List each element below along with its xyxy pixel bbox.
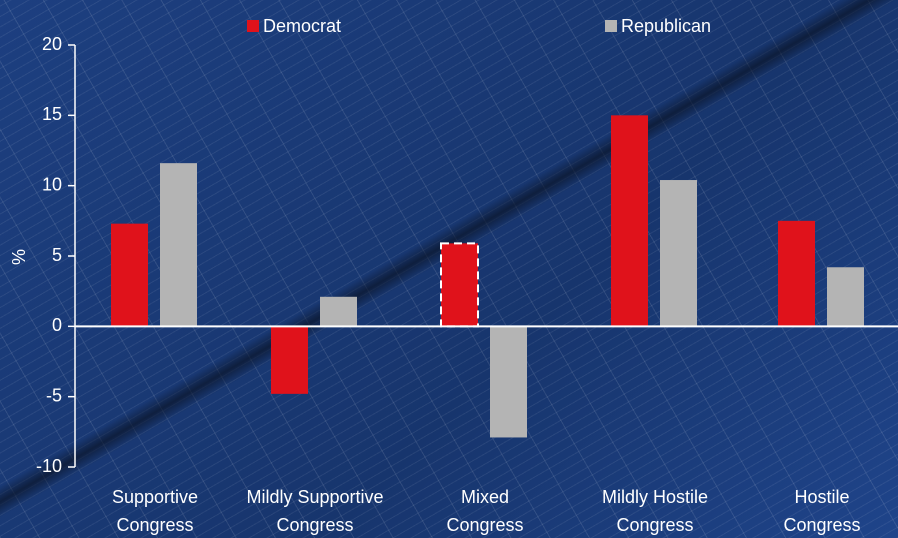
- x-tick-label: Congress: [276, 515, 353, 535]
- x-tick-label: Mixed: [461, 487, 509, 507]
- bar: [111, 223, 148, 327]
- bar: [490, 326, 527, 438]
- y-tick-label: 5: [52, 245, 62, 265]
- x-tick-label: Congress: [446, 515, 523, 535]
- bar: [271, 326, 308, 394]
- bar: [320, 296, 357, 327]
- bar: [827, 267, 864, 327]
- legend-label: Democrat: [263, 16, 341, 36]
- x-tick-label: Hostile: [794, 487, 849, 507]
- bar: [660, 180, 697, 327]
- legend-label: Republican: [621, 16, 711, 36]
- legend-swatch: [605, 20, 617, 32]
- x-tick-label: Mildly Supportive: [246, 487, 383, 507]
- y-tick-label: 15: [42, 104, 62, 124]
- y-tick-label: 10: [42, 174, 62, 194]
- y-tick-label: 20: [42, 34, 62, 54]
- legend-swatch: [247, 20, 259, 32]
- bar: [611, 115, 648, 327]
- bar: [160, 163, 197, 327]
- x-tick-label: Congress: [616, 515, 693, 535]
- x-tick-label: Congress: [783, 515, 860, 535]
- bar: [778, 220, 815, 327]
- y-tick-label: -5: [46, 385, 62, 405]
- x-tick-label: Congress: [116, 515, 193, 535]
- bar: [440, 242, 479, 328]
- y-tick-label: -10: [36, 456, 62, 476]
- y-tick-label: 0: [52, 315, 62, 335]
- x-tick-label: Mildly Hostile: [602, 487, 708, 507]
- y-axis-label: %: [9, 249, 29, 265]
- x-tick-label: Supportive: [112, 487, 198, 507]
